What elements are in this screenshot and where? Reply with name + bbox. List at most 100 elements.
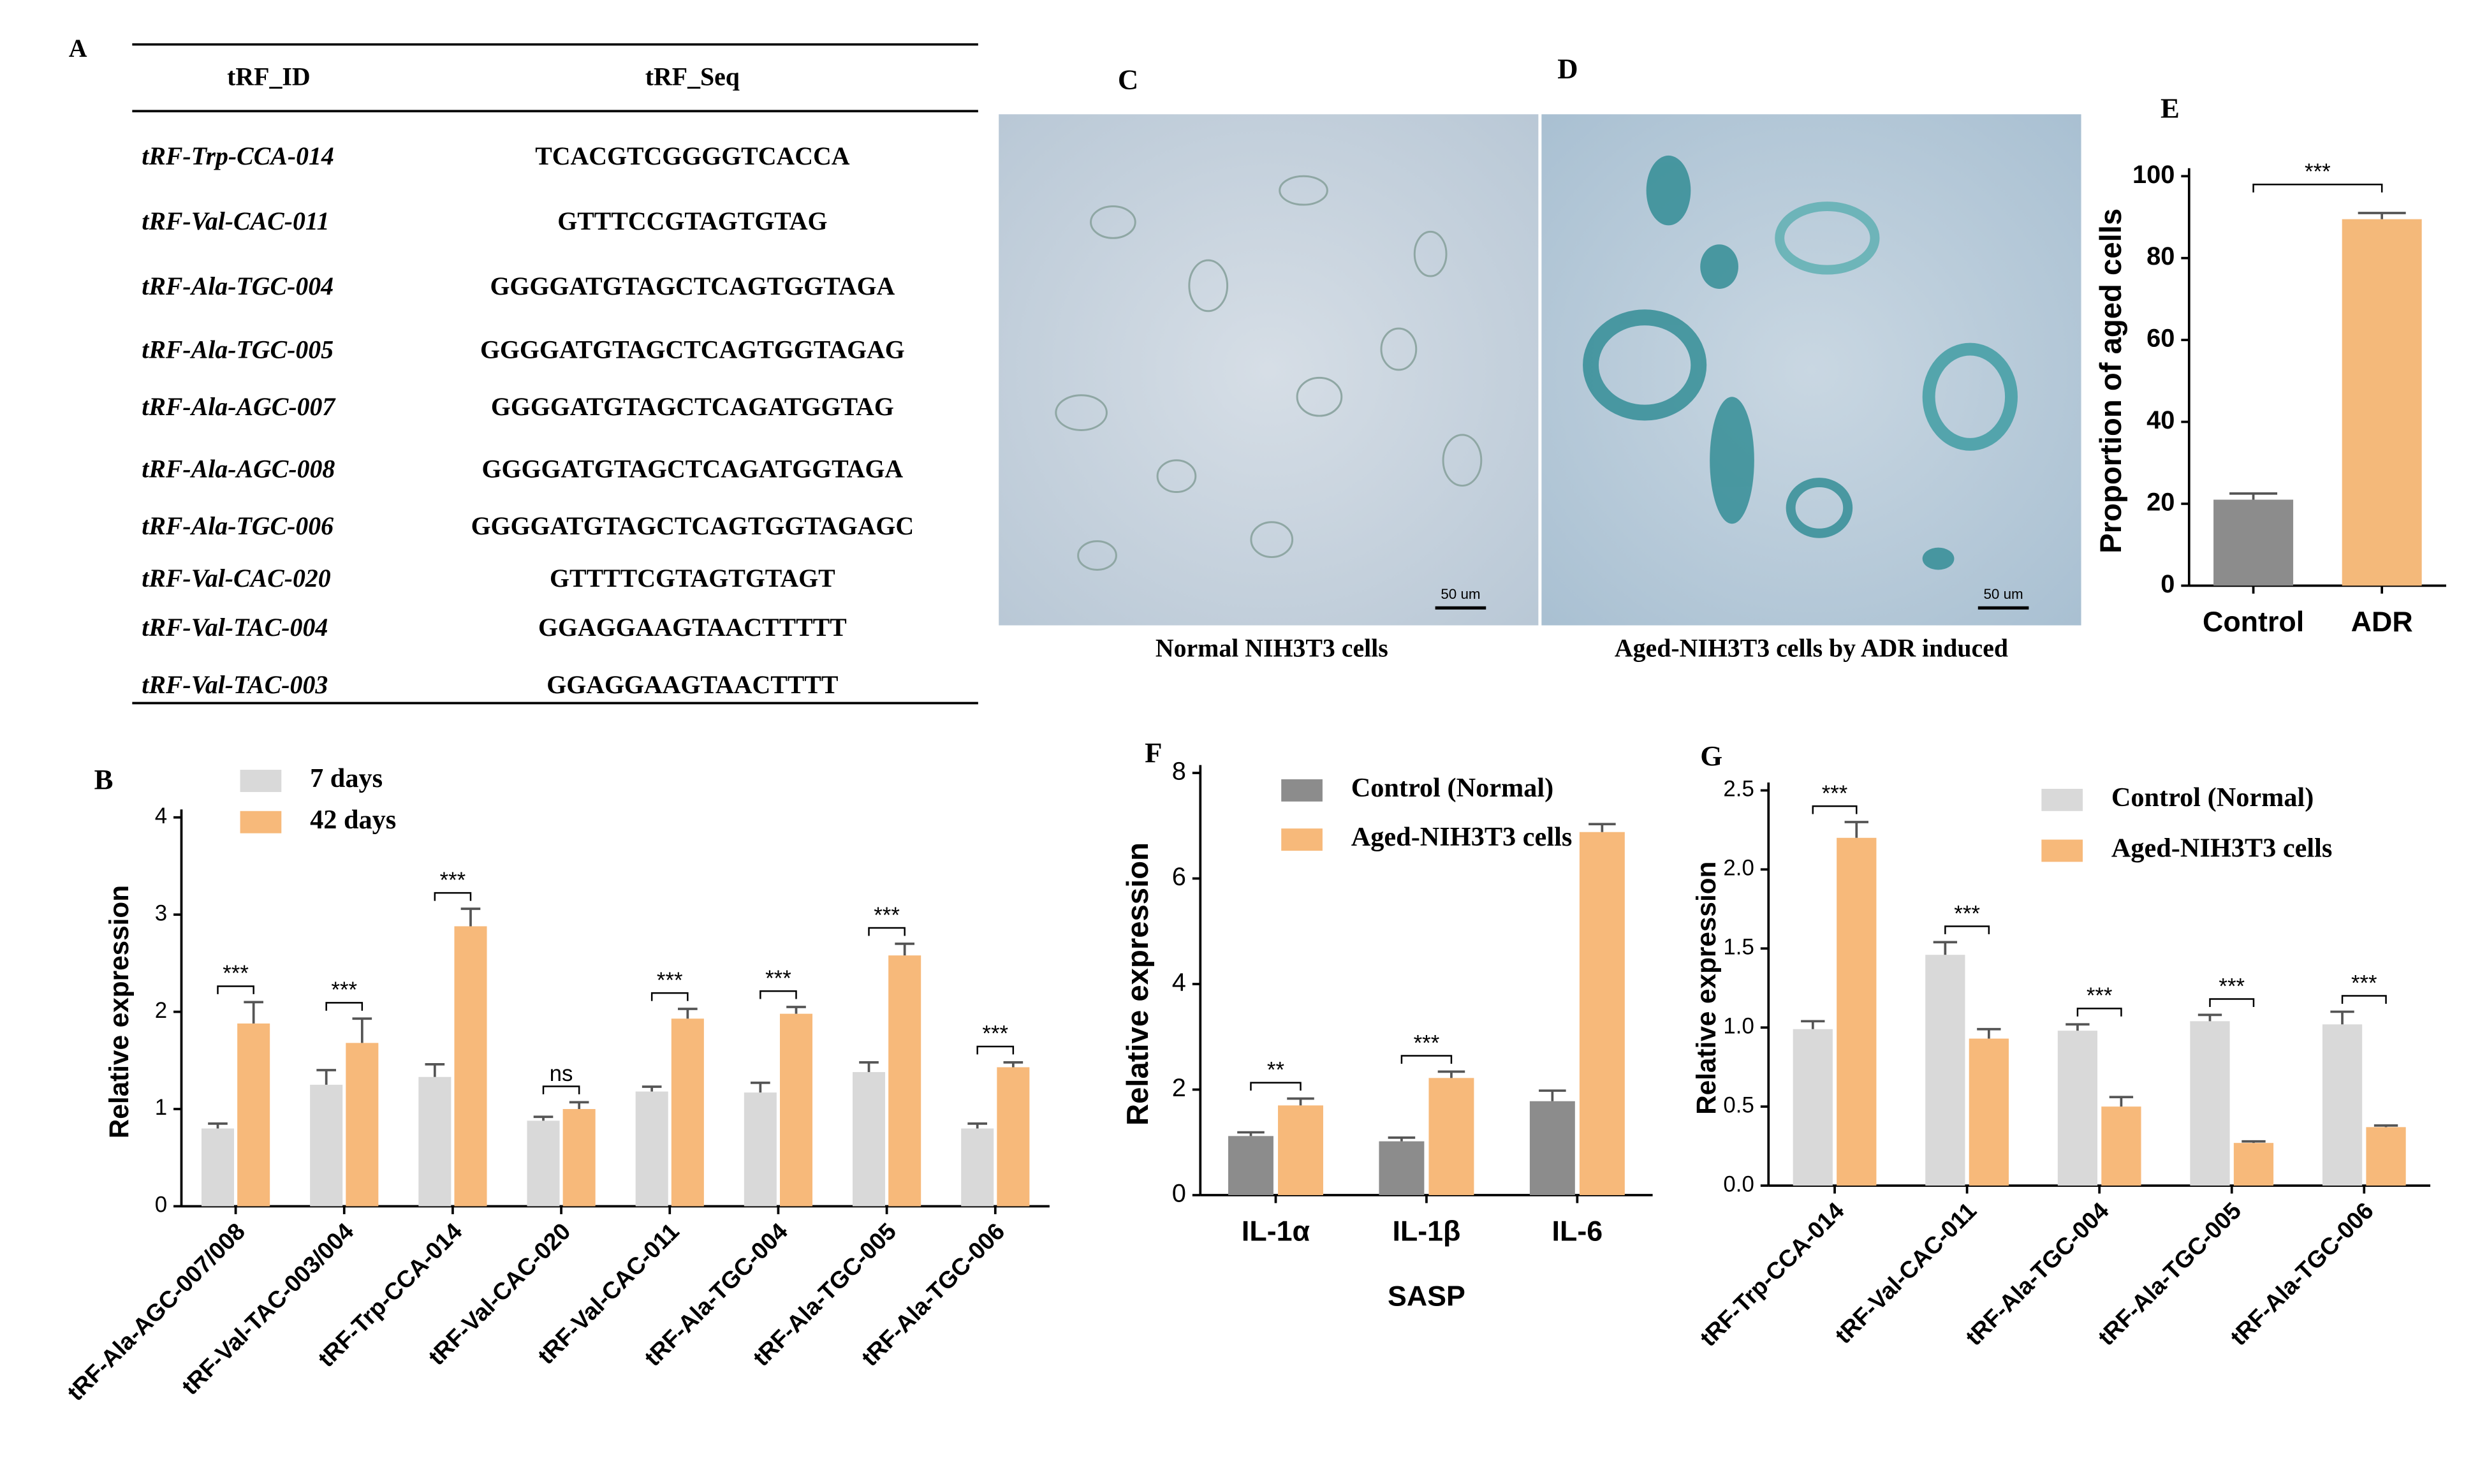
trf-id: tRF-Ala-AGC-007 — [142, 393, 336, 421]
trf-seq: GGGGATGTAGCTCAGATGGTAGA — [482, 455, 904, 483]
x-tick-label: IL-1α — [1242, 1216, 1310, 1247]
x-tick-label: Control — [2203, 606, 2304, 638]
legend-label: Aged-NIH3T3 cells — [2111, 834, 2333, 863]
trf-id: tRF-Val-CAC-020 — [142, 564, 331, 592]
significance-bracket — [2341, 995, 2387, 1004]
bar — [1278, 1105, 1323, 1196]
significance-bracket — [2252, 184, 2383, 193]
bar — [744, 1092, 777, 1207]
significance-bracket — [1250, 1082, 1302, 1091]
legend-swatch — [1281, 779, 1323, 802]
significance-label: *** — [1954, 901, 1980, 926]
x-tick-label: tRF-Val-CAC-011 — [1830, 1197, 1981, 1349]
caption: Aged-NIH3T3 cells by ADR induced — [1615, 635, 2008, 663]
stained-cells — [1583, 155, 2018, 570]
x-tick-label: tRF-Ala-TGC-005 — [2092, 1197, 2246, 1351]
cells — [1055, 175, 1483, 571]
significance-label: *** — [440, 868, 466, 893]
bar — [1793, 1029, 1833, 1186]
significance-label: *** — [1822, 781, 1848, 806]
significance-label: *** — [2219, 974, 2245, 999]
panel-label: E — [2161, 92, 2180, 124]
y-tick-label: 1.0 — [1723, 1013, 1754, 1038]
y-tick-label: 1 — [155, 1095, 167, 1120]
y-axis-label: Relative expression — [104, 885, 134, 1138]
bar — [1228, 1136, 1273, 1196]
trf-seq: GGGGATGTAGCTCAGTGGTAGAG — [480, 336, 905, 364]
bar — [310, 1084, 343, 1207]
x-axis-label: SASP — [1388, 1281, 1465, 1312]
significance-label: ** — [1267, 1058, 1285, 1083]
significance-bracket — [325, 1002, 363, 1011]
trf-id: tRF-Val-TAC-003 — [142, 671, 328, 699]
trf-id: tRF-Val-TAC-004 — [142, 613, 328, 642]
y-tick-label: 100 — [2132, 161, 2175, 189]
significance-label: *** — [874, 903, 900, 928]
y-tick-label: 2 — [155, 998, 167, 1023]
scale-label: 50 um — [1441, 586, 1480, 602]
bar — [2342, 219, 2422, 586]
y-tick-label: 60 — [2146, 325, 2175, 353]
significance-bracket — [650, 992, 689, 1001]
caption: Normal NIH3T3 cells — [1156, 635, 1388, 663]
legend-label: Aged-NIH3T3 cells — [1351, 822, 1573, 852]
bar — [888, 955, 921, 1207]
y-tick-label: 1.5 — [1723, 934, 1754, 959]
x-tick-label: IL-6 — [1552, 1216, 1603, 1247]
bar — [2233, 1143, 2274, 1186]
bar — [562, 1109, 596, 1207]
y-tick-label: 0 — [155, 1193, 167, 1217]
y-tick-label: 2 — [1172, 1074, 1186, 1102]
significance-label: *** — [1414, 1031, 1440, 1055]
micrograph — [1541, 114, 2081, 626]
bar — [346, 1043, 379, 1207]
trf-seq: GGAGGAAGTAACTTTT — [547, 671, 838, 699]
panel-label: G — [1700, 740, 1722, 772]
bar — [1579, 832, 1625, 1196]
legend-label: Control (Normal) — [2111, 782, 2314, 812]
bar — [2190, 1021, 2230, 1186]
bar — [635, 1091, 668, 1207]
legend-label: 42 days — [310, 805, 396, 835]
significance-label: *** — [223, 961, 249, 986]
significance-bracket — [2076, 1008, 2122, 1017]
bar — [1925, 955, 1965, 1186]
y-tick-label: 0 — [2161, 570, 2175, 598]
x-tick-label: IL-1β — [1392, 1216, 1460, 1247]
legend-swatch — [2041, 839, 2083, 862]
legend-swatch — [1281, 828, 1323, 851]
significance-bracket — [1400, 1055, 1453, 1064]
bar — [527, 1120, 560, 1207]
bar — [2101, 1106, 2141, 1186]
bar — [961, 1128, 994, 1207]
significance-bracket — [868, 927, 906, 936]
significance-bracket — [2209, 998, 2255, 1007]
bar — [201, 1128, 235, 1207]
scale-label: 50 um — [1984, 586, 2023, 602]
legend-label: 7 days — [310, 763, 383, 793]
legend-swatch — [2041, 788, 2083, 811]
y-tick-label: 0.0 — [1723, 1172, 1754, 1196]
y-tick-label: 0 — [1172, 1180, 1186, 1208]
trf-seq: GGGGATGTAGCTCAGTGGTAGA — [490, 272, 895, 300]
bar — [671, 1018, 704, 1207]
table-header: tRF_Seq — [645, 63, 740, 91]
bar — [997, 1067, 1030, 1207]
trf-id: tRF-Ala-TGC-005 — [142, 336, 334, 364]
significance-label: *** — [765, 966, 791, 991]
trf-seq: TCACGTCGGGGTCACCA — [535, 142, 850, 170]
trf-id: tRF-Trp-CCA-014 — [142, 142, 334, 170]
bar — [454, 926, 487, 1207]
significance-label: *** — [2351, 971, 2377, 995]
y-tick-label: 8 — [1172, 758, 1186, 786]
panel-label: A — [69, 34, 87, 62]
trf-seq: GTTTTCGTAGTGTAGT — [550, 564, 835, 592]
bar — [1428, 1078, 1474, 1196]
significance-label: *** — [657, 968, 683, 993]
bar — [2322, 1024, 2363, 1186]
micrograph — [999, 114, 1539, 626]
bar — [1379, 1141, 1425, 1196]
panel-label: B — [94, 763, 114, 795]
y-axis-label: Relative expression — [1691, 862, 1721, 1115]
